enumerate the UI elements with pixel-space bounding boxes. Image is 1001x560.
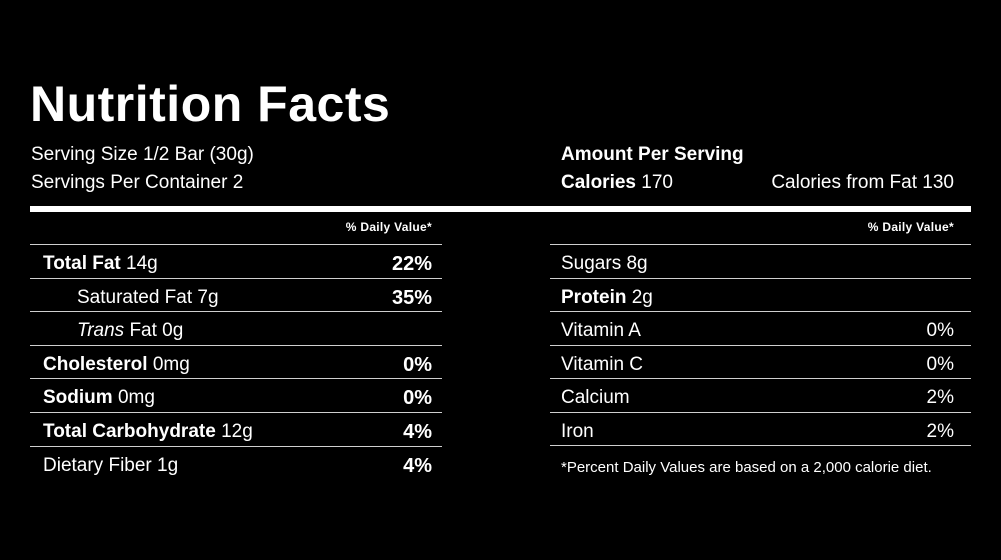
thick-divider xyxy=(30,206,971,212)
nutrient-label: Sodium 0mg xyxy=(43,387,155,409)
nutrient-label: Total Fat 14g xyxy=(43,253,158,274)
daily-value-percent: 4% xyxy=(403,420,432,443)
nutrient-label: Vitamin C xyxy=(561,353,644,375)
daily-value-percent: 4% xyxy=(403,454,432,477)
daily-value-percent: 0% xyxy=(926,353,954,375)
daily-value-percent: 0% xyxy=(403,387,432,410)
nutrient-row-total-fat: Total Fat 14g 22% xyxy=(30,244,442,278)
calories-value: 170 xyxy=(641,172,673,193)
nutrient-label: Protein 2g xyxy=(561,286,653,308)
nutrient-row-iron: Iron 2% xyxy=(550,411,971,446)
daily-value-percent: 0% xyxy=(403,353,432,376)
nutrient-row-total-carbohydrate: Total Carbohydrate 12g 4% xyxy=(30,411,442,446)
calories-from-fat: Calories from Fat 130 xyxy=(771,172,954,193)
nutrient-label: Dietary Fiber 1g xyxy=(43,454,179,476)
nutrient-label: Cholesterol 0mg xyxy=(43,353,190,375)
nutrient-label: Sugars 8g xyxy=(561,253,648,274)
nutrient-list-right: Sugars 8g Protein 2g Vitamin A 0% Vitami… xyxy=(550,244,971,446)
daily-value-percent: 2% xyxy=(926,387,954,409)
nutrient-label: Trans Fat 0g xyxy=(77,320,184,342)
nutrient-label: Iron xyxy=(561,420,594,442)
nutrient-label: Total Carbohydrate 12g xyxy=(43,420,253,442)
nutrient-row-calcium: Calcium 2% xyxy=(550,378,971,412)
daily-value-percent: 0% xyxy=(926,320,954,342)
daily-value-header-left: % Daily Value* xyxy=(345,220,432,234)
calories-line: Calories 170 Calories from Fat 130 xyxy=(561,171,954,195)
daily-value-percent: 35% xyxy=(391,286,432,309)
nutrient-row-sodium: Sodium 0mg 0% xyxy=(30,378,442,412)
footnote: *Percent Daily Values are based on a 2,0… xyxy=(561,459,932,476)
calories-label: Calories xyxy=(561,172,636,193)
daily-value-percent: 2% xyxy=(926,420,954,442)
nutrient-list-left: Total Fat 14g 22% Saturated Fat 7g 35% T… xyxy=(30,244,442,479)
servings-per-container: Servings Per Container 2 xyxy=(31,172,244,193)
nutrient-row-trans-fat: Trans Fat 0g xyxy=(30,311,442,345)
daily-value-header-right: % Daily Value* xyxy=(867,220,954,234)
nutrient-row-vitamin-c: Vitamin C 0% xyxy=(550,344,971,379)
amount-per-serving-heading: Amount Per Serving xyxy=(561,144,744,165)
nutrient-row-saturated-fat: Saturated Fat 7g 35% xyxy=(30,277,442,312)
nutrient-row-protein: Protein 2g xyxy=(550,277,971,312)
nutrient-row-dietary-fiber: Dietary Fiber 1g 4% xyxy=(30,445,442,480)
nutrient-label: Vitamin A xyxy=(561,320,641,342)
nutrient-label: Saturated Fat 7g xyxy=(77,286,219,308)
page-title: Nutrition Facts xyxy=(30,76,391,132)
nutrient-row-cholesterol: Cholesterol 0mg 0% xyxy=(30,344,442,379)
serving-size: Serving Size 1/2 Bar (30g) xyxy=(31,144,254,165)
nutrient-row-vitamin-a: Vitamin A 0% xyxy=(550,311,971,345)
daily-value-percent: 22% xyxy=(391,253,432,275)
nutrient-label: Calcium xyxy=(561,387,630,409)
nutrient-row-sugars: Sugars 8g xyxy=(550,244,971,278)
